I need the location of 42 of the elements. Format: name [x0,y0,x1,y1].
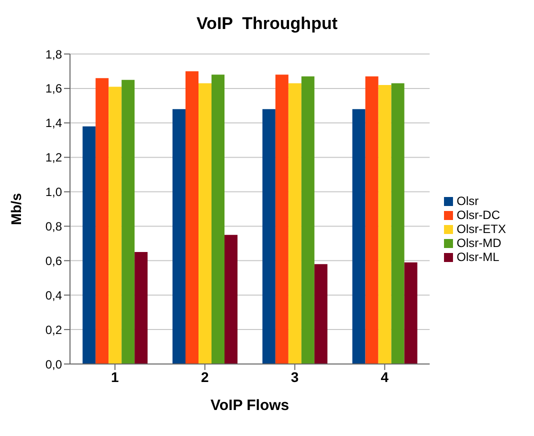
bar [198,83,212,364]
legend-label: Olsr-ETX [456,222,506,236]
bar [365,76,378,364]
bar [314,264,328,364]
bar [96,78,109,364]
bar [134,252,148,364]
bar [212,74,224,364]
y-tick-label: 1,0 [45,185,62,200]
bar [404,262,418,364]
y-tick-label: 0,8 [45,219,62,234]
bar [122,80,135,364]
bar [352,109,366,364]
y-tick-label: 1,6 [45,82,62,96]
bar [186,71,198,364]
bar [172,109,186,364]
y-tick-label: 1,4 [45,116,62,130]
chart-title: VoIP Throughput [195,13,338,34]
bar [391,83,404,364]
legend-label: Olsr [456,194,479,208]
bar [224,234,238,364]
bar [275,74,288,364]
y-tick-label: 0,6 [45,254,62,268]
x-tick-label: 3 [290,368,299,385]
y-tick-label: 1,8 [45,47,62,62]
bar [288,83,302,364]
y-tick-label: 1,2 [45,150,62,165]
bar [82,126,96,364]
bar [108,86,122,364]
x-tick-label: 2 [200,368,209,385]
x-tick-label: 1 [111,368,120,385]
y-tick-label: 0,4 [45,288,62,302]
legend-label: Olsr-ML [456,250,500,264]
bar [378,85,392,364]
y-tick-label: 0,0 [45,357,62,372]
bar [301,76,314,364]
legend-label: Olsr-DC [456,208,500,222]
y-tick-label: 0,2 [45,322,62,337]
bar [262,109,276,364]
x-tick-label: 4 [380,368,389,385]
legend-label: Olsr-MD [456,236,502,250]
y-axis-title: Mb/s [8,192,24,225]
x-axis-title: VoIP Flows [210,397,290,414]
